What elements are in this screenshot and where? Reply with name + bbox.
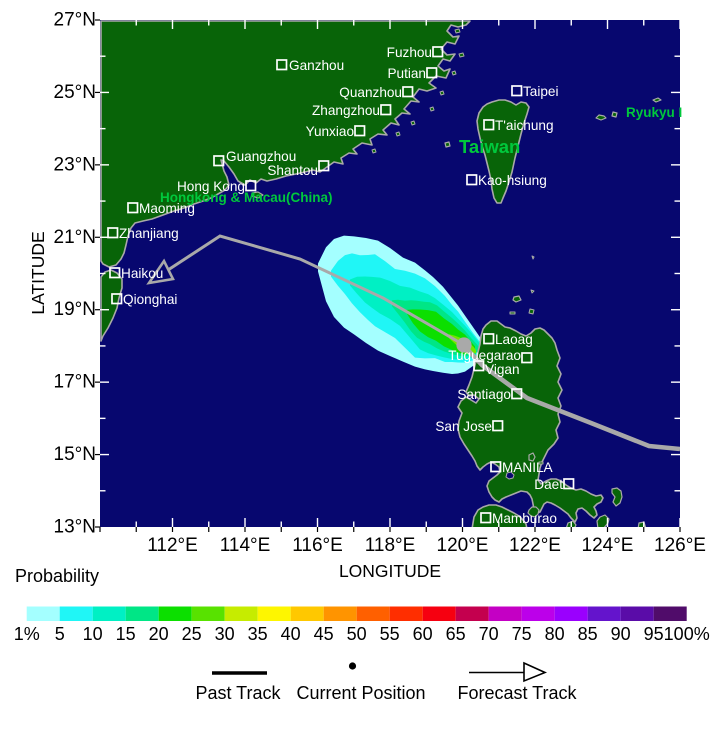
svg-text:Putian: Putian xyxy=(387,66,426,81)
svg-text:10: 10 xyxy=(83,624,103,644)
svg-text:75: 75 xyxy=(512,624,532,644)
svg-text:50: 50 xyxy=(347,624,367,644)
svg-text:19°N: 19°N xyxy=(54,299,96,320)
svg-text:20: 20 xyxy=(149,624,169,644)
svg-text:LONGITUDE: LONGITUDE xyxy=(339,561,441,581)
svg-text:Zhangzhou: Zhangzhou xyxy=(312,103,380,118)
svg-text:Ryukyu I: Ryukyu I xyxy=(626,105,682,120)
svg-text:25: 25 xyxy=(182,624,202,644)
svg-text:114°E: 114°E xyxy=(220,535,271,556)
svg-text:Ganzhou: Ganzhou xyxy=(289,58,344,73)
svg-text:Guangzhou: Guangzhou xyxy=(226,149,296,164)
svg-text:23°N: 23°N xyxy=(54,154,96,175)
svg-text:MANILA: MANILA xyxy=(502,460,554,475)
svg-text:Taiwan: Taiwan xyxy=(459,136,520,157)
svg-text:90: 90 xyxy=(611,624,631,644)
svg-text:Hong Kong: Hong Kong xyxy=(177,179,245,194)
svg-text:95: 95 xyxy=(644,624,664,644)
svg-text:35: 35 xyxy=(248,624,268,644)
svg-text:Mamburao: Mamburao xyxy=(492,511,557,526)
svg-text:Quanzhou: Quanzhou xyxy=(339,85,402,100)
svg-text:Taipei: Taipei xyxy=(523,84,559,99)
svg-text:Tuguegarao: Tuguegarao xyxy=(448,348,521,363)
svg-text:100%: 100% xyxy=(664,624,710,644)
svg-text:17°N: 17°N xyxy=(54,372,96,393)
svg-text:15: 15 xyxy=(116,624,136,644)
svg-text:112°E: 112°E xyxy=(147,535,198,556)
svg-text:Yunxiao: Yunxiao xyxy=(306,124,354,139)
svg-text:55: 55 xyxy=(380,624,400,644)
svg-text:Fuzhou: Fuzhou xyxy=(387,45,432,60)
svg-text:1%: 1% xyxy=(14,624,40,644)
svg-text:65: 65 xyxy=(446,624,466,644)
svg-text:5: 5 xyxy=(55,624,65,644)
svg-text:Laoag: Laoag xyxy=(495,332,533,347)
svg-text:45: 45 xyxy=(314,624,334,644)
svg-text:LATITUDE: LATITUDE xyxy=(28,231,48,314)
svg-text:Probability: Probability xyxy=(15,566,99,586)
svg-text:126°E: 126°E xyxy=(654,535,706,556)
svg-text:San Jose: San Jose xyxy=(435,419,492,434)
svg-text:30: 30 xyxy=(215,624,235,644)
svg-text:Maoming: Maoming xyxy=(139,201,195,216)
svg-text:122°E: 122°E xyxy=(509,535,561,556)
svg-text:T'aichung: T'aichung xyxy=(495,118,554,133)
svg-text:124°E: 124°E xyxy=(582,535,634,556)
svg-text:Qionghai: Qionghai xyxy=(123,292,177,307)
svg-text:85: 85 xyxy=(578,624,598,644)
svg-text:60: 60 xyxy=(413,624,433,644)
svg-text:Current Position: Current Position xyxy=(296,683,425,703)
svg-text:40: 40 xyxy=(281,624,301,644)
svg-text:Forecast Track: Forecast Track xyxy=(457,683,577,703)
svg-text:Past Track: Past Track xyxy=(195,683,281,703)
svg-text:15°N: 15°N xyxy=(54,444,96,465)
svg-text:116°E: 116°E xyxy=(292,535,343,556)
svg-text:25°N: 25°N xyxy=(54,82,96,103)
svg-text:Zhanjiang: Zhanjiang xyxy=(119,226,179,241)
svg-text:Haikou: Haikou xyxy=(121,266,163,281)
svg-text:21°N: 21°N xyxy=(54,227,96,248)
svg-text:13°N: 13°N xyxy=(54,517,96,538)
svg-text:Shantou: Shantou xyxy=(267,163,318,178)
svg-text:Kao-hsiung: Kao-hsiung xyxy=(478,173,547,188)
svg-text:Daet: Daet xyxy=(534,477,563,492)
svg-text:27°N: 27°N xyxy=(54,10,96,31)
svg-text:70: 70 xyxy=(479,624,499,644)
svg-text:Vigan: Vigan xyxy=(485,362,520,377)
svg-text:80: 80 xyxy=(545,624,565,644)
svg-text:Hongkong & Macau(China): Hongkong & Macau(China) xyxy=(160,190,333,205)
svg-text:120°E: 120°E xyxy=(437,535,489,556)
svg-text:Santiago: Santiago xyxy=(457,387,511,402)
svg-text:118°E: 118°E xyxy=(365,535,416,556)
